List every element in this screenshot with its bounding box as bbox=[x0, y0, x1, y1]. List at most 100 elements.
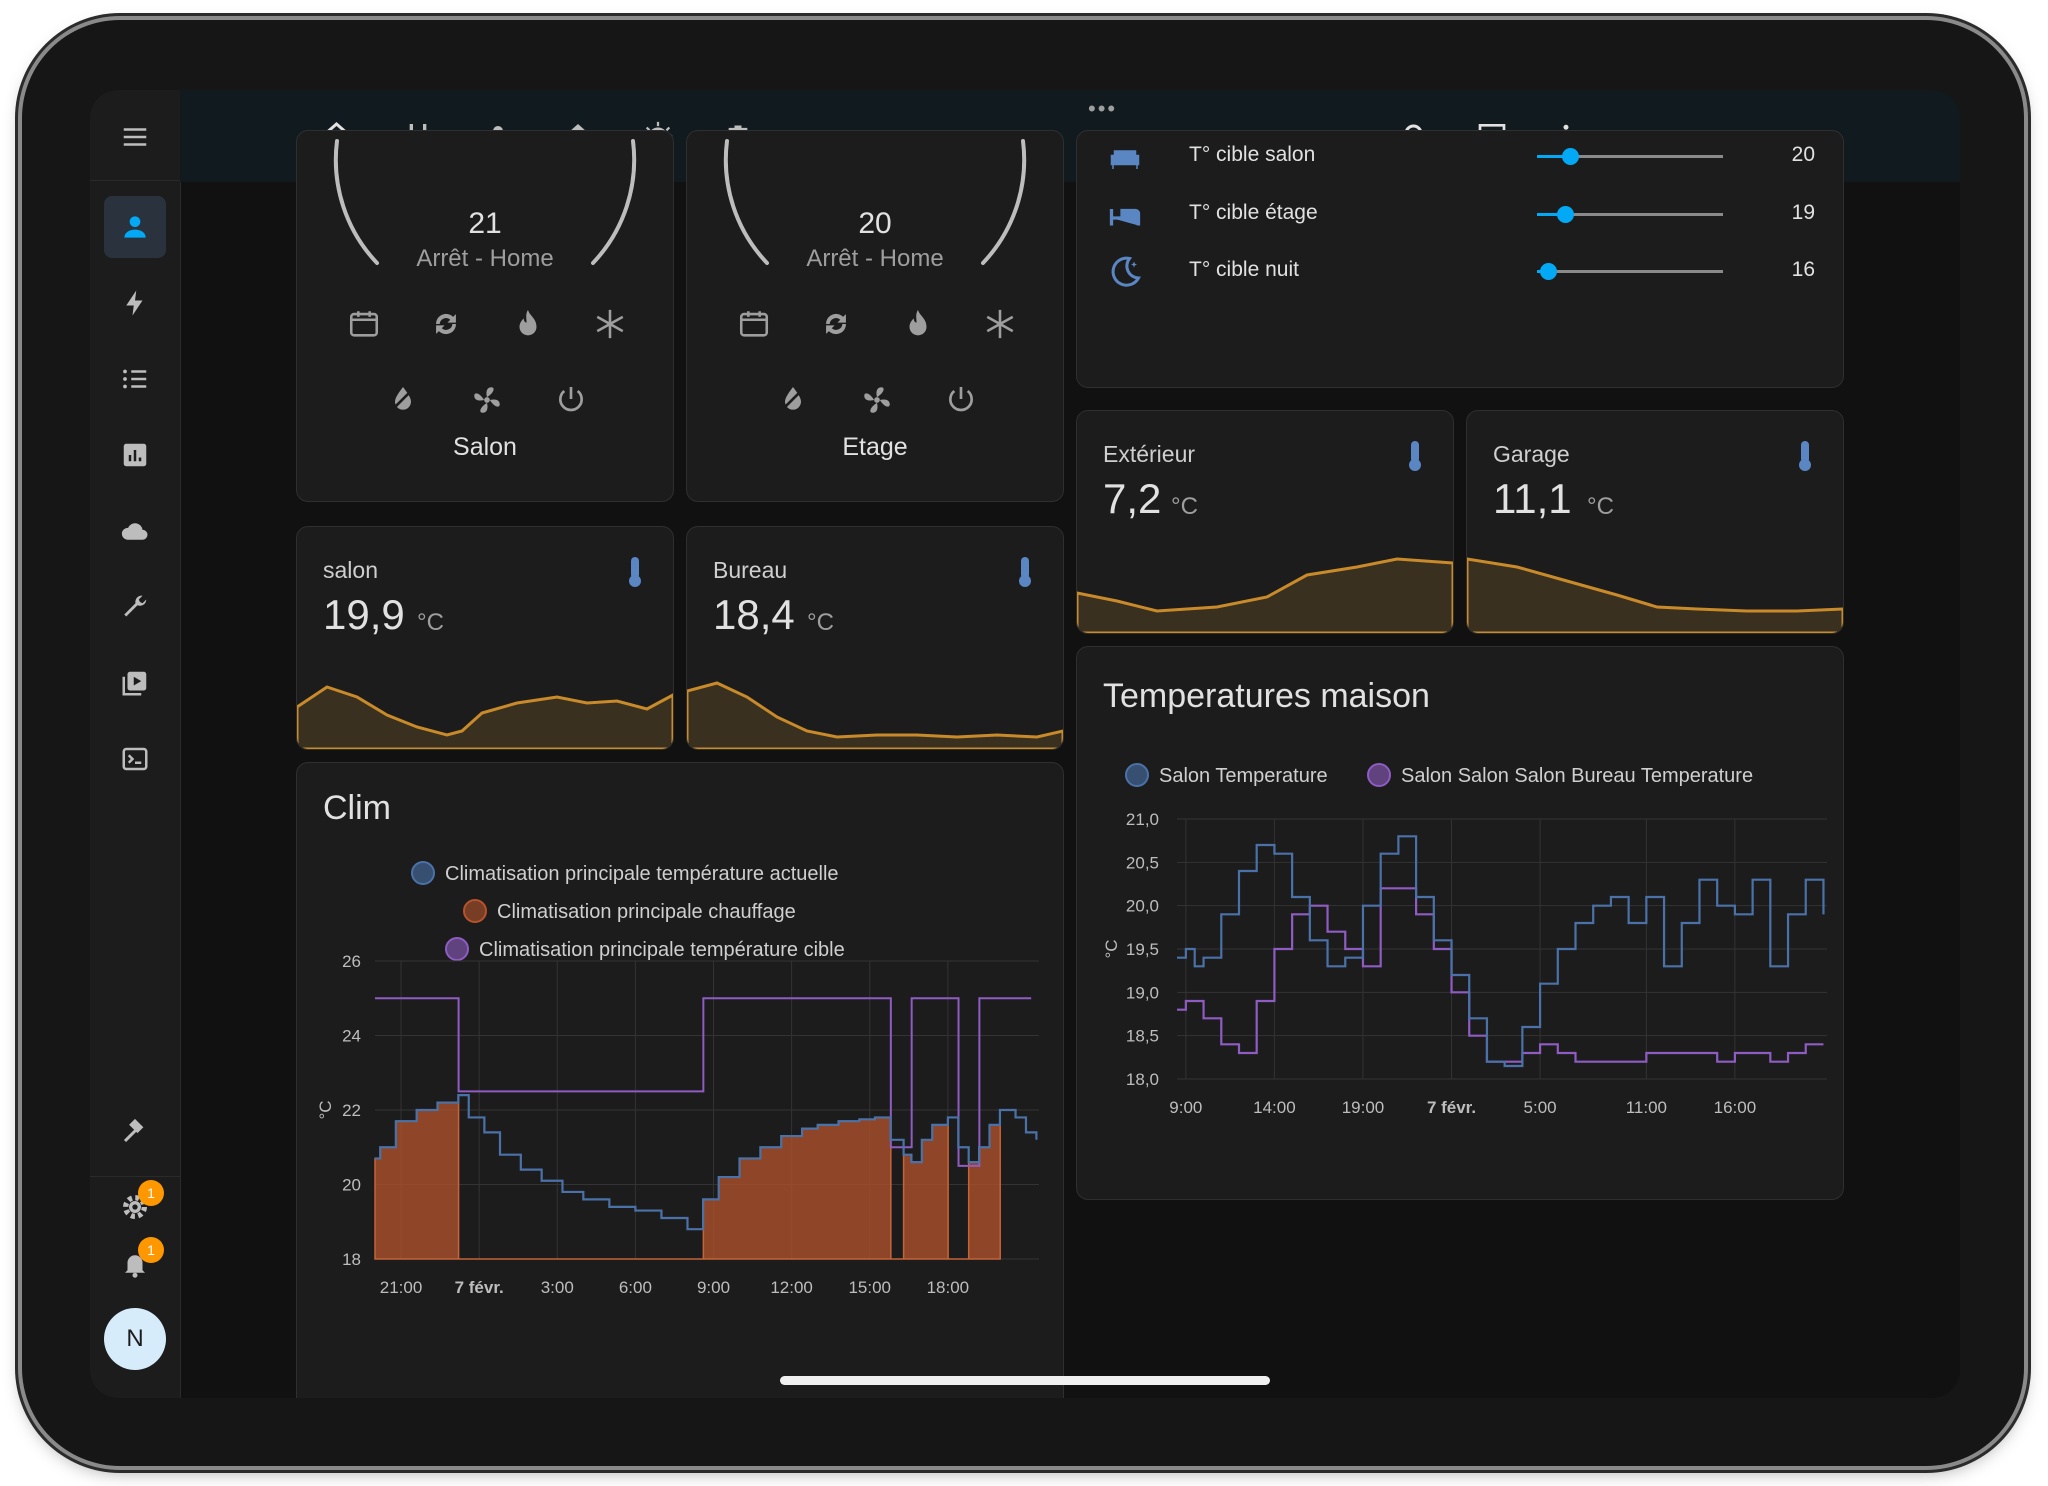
sidebar-item-history[interactable] bbox=[104, 424, 166, 486]
sensor-card-garage[interactable]: Garage 11,1 °C bbox=[1466, 410, 1844, 634]
legend-marker bbox=[411, 861, 435, 885]
auto-mode-icon[interactable] bbox=[429, 307, 463, 341]
snowflake-icon[interactable] bbox=[593, 307, 627, 341]
sidebar-item-settings[interactable]: 1 bbox=[104, 1176, 166, 1238]
thermometer-icon bbox=[629, 557, 641, 587]
water-off-icon[interactable] bbox=[777, 383, 809, 415]
thermostat-name: Salon bbox=[453, 433, 517, 461]
fan-icon[interactable] bbox=[470, 383, 504, 417]
sidebar-item-notifications[interactable]: 1 bbox=[104, 1233, 166, 1295]
thermostat-target: 21 bbox=[468, 207, 502, 240]
user-avatar[interactable]: N bbox=[104, 1308, 166, 1370]
sensor-value: 11,1 bbox=[1493, 475, 1572, 522]
sidebar-item-overview[interactable] bbox=[104, 196, 166, 258]
y-tick-label: 22 bbox=[342, 1101, 361, 1120]
slider-track[interactable] bbox=[1537, 270, 1723, 273]
legend-marker bbox=[1125, 763, 1149, 787]
x-tick-label: 11:00 bbox=[1626, 1098, 1667, 1117]
x-tick-label: 9:00 bbox=[697, 1278, 730, 1297]
sensor-sparkline bbox=[687, 681, 1063, 749]
auto-mode-icon[interactable] bbox=[819, 307, 853, 341]
x-tick-label: 14:00 bbox=[1253, 1098, 1296, 1117]
x-tick-label: 16:00 bbox=[1714, 1098, 1757, 1117]
sidebar-item-media[interactable] bbox=[104, 652, 166, 714]
sidebar-item-terminal[interactable] bbox=[104, 728, 166, 790]
clim-history-card: Clim Climatisation principale températur… bbox=[296, 762, 1064, 1398]
thermometer-icon bbox=[1409, 441, 1421, 471]
sidebar-item-developer-tools[interactable] bbox=[104, 1100, 166, 1162]
sensor-unit: °C bbox=[417, 609, 444, 636]
more-indicator: ••• bbox=[1088, 96, 1118, 121]
gear-icon bbox=[123, 1195, 147, 1219]
series-target bbox=[375, 997, 1032, 1167]
fan-icon[interactable] bbox=[860, 383, 894, 417]
sensor-name: salon bbox=[323, 557, 378, 583]
thermostat-status: Arrêt - Home bbox=[416, 245, 554, 272]
calendar-sync-icon[interactable] bbox=[737, 307, 771, 341]
sensor-card-salon[interactable]: salon 19,9 °C bbox=[296, 526, 674, 750]
sensor-value: 19,9 bbox=[323, 591, 405, 638]
temperatures-chart: Salon Temperature Salon Salon Salon Burea… bbox=[1102, 763, 1827, 1117]
x-tick-label: 5:00 bbox=[1524, 1098, 1557, 1117]
fire-icon[interactable] bbox=[901, 307, 935, 341]
target-temperatures-card: T° cible salon 20 T° cible étage 19 T° c… bbox=[1076, 130, 1844, 388]
sidebar: 1 1 N bbox=[90, 90, 181, 1398]
thermostat-card-etage: 20 Arrêt - Home Etage bbox=[686, 130, 1064, 502]
y-axis-label: °C bbox=[1102, 939, 1121, 958]
power-icon[interactable] bbox=[945, 383, 977, 415]
x-tick-label: 15:00 bbox=[848, 1278, 891, 1297]
y-axis-label: °C bbox=[316, 1100, 335, 1119]
temperatures-maison-card: Temperatures maison Salon Temperature Sal… bbox=[1076, 646, 1844, 1200]
sidebar-item-tools[interactable] bbox=[104, 576, 166, 638]
sidebar-item-energy[interactable] bbox=[104, 272, 166, 334]
card-title: Temperatures maison bbox=[1103, 677, 1430, 715]
legend-label: Climatisation principale chauffage bbox=[497, 901, 796, 923]
slider-label: T° cible salon bbox=[1189, 143, 1316, 166]
lightning-icon bbox=[126, 290, 143, 316]
slider-row: T° cible salon 20 bbox=[1077, 131, 1843, 185]
sensor-sparkline bbox=[1467, 557, 1843, 633]
slider-row: T° cible étage 19 bbox=[1077, 187, 1843, 243]
slider-track[interactable] bbox=[1537, 155, 1723, 158]
sensor-name: Bureau bbox=[713, 557, 788, 583]
legend-label: Climatisation principale température cib… bbox=[479, 939, 845, 961]
sidebar-item-logbook[interactable] bbox=[104, 348, 166, 410]
legend-label: Salon Temperature bbox=[1159, 765, 1328, 787]
home-assistant-screen: 1 1 N ••• bbox=[90, 90, 1960, 1398]
y-tick-label: 20,0 bbox=[1126, 897, 1159, 916]
water-off-icon[interactable] bbox=[387, 383, 419, 415]
thermometer-icon bbox=[1019, 557, 1031, 587]
sensor-unit: °C bbox=[807, 609, 834, 636]
sensor-name: Extérieur bbox=[1103, 441, 1196, 467]
y-tick-label: 20,5 bbox=[1126, 853, 1159, 872]
y-tick-label: 18,5 bbox=[1126, 1027, 1159, 1046]
slider-track[interactable] bbox=[1537, 213, 1723, 216]
power-icon[interactable] bbox=[555, 383, 587, 415]
slider-handle[interactable] bbox=[1562, 148, 1580, 165]
snowflake-icon[interactable] bbox=[983, 307, 1017, 341]
sidebar-item-cloud[interactable] bbox=[104, 500, 166, 562]
fire-icon[interactable] bbox=[511, 307, 545, 341]
thermostat-target: 20 bbox=[858, 207, 892, 240]
thermostat-dial bbox=[723, 139, 1027, 265]
slider-fill bbox=[1537, 155, 1571, 158]
y-tick-label: 24 bbox=[342, 1027, 361, 1046]
bell-icon bbox=[125, 1255, 145, 1278]
slider-value: 20 bbox=[1791, 143, 1815, 166]
sensor-card-bureau[interactable]: Bureau 18,4 °C bbox=[686, 526, 1064, 750]
hammer-icon bbox=[123, 1118, 144, 1143]
legend-marker bbox=[445, 937, 469, 961]
slider-handle[interactable] bbox=[1556, 206, 1574, 223]
menu-icon[interactable] bbox=[104, 106, 166, 168]
series-current bbox=[375, 1094, 1038, 1231]
slider-handle[interactable] bbox=[1540, 263, 1558, 280]
card-title: Clim bbox=[323, 789, 391, 827]
sensor-sparkline bbox=[1077, 557, 1453, 633]
calendar-sync-icon[interactable] bbox=[347, 307, 381, 341]
slider-fill bbox=[1537, 213, 1565, 216]
slider-label: T° cible nuit bbox=[1189, 258, 1299, 281]
sensor-card-exterieur[interactable]: Extérieur 7,2 °C bbox=[1076, 410, 1454, 634]
settings-badge: 1 bbox=[138, 1180, 164, 1206]
thermostat-name: Etage bbox=[842, 433, 908, 461]
home-indicator bbox=[780, 1376, 1270, 1385]
